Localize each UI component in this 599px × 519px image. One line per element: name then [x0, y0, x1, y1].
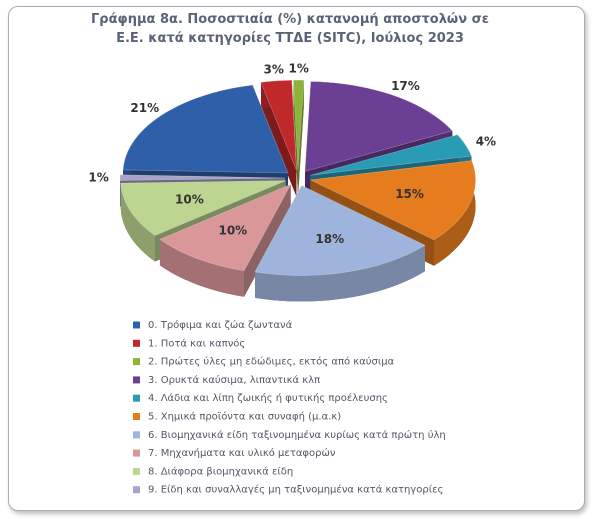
slice	[310, 134, 472, 176]
slice	[260, 79, 297, 171]
legend-label: 2. Πρώτες ύλες μη εδώδιμες, εκτός από κα…	[148, 356, 395, 368]
slice-edge	[298, 80, 304, 197]
legend-swatch	[133, 358, 140, 366]
legend-label: 8. Διάφορα βιομηχανικά είδη	[148, 465, 293, 477]
legend-swatch	[133, 467, 140, 475]
slice-wall	[433, 160, 476, 266]
legend-label: 5. Χημικά προϊόντα και συναφή (μ.α.κ)	[148, 411, 341, 423]
legend-swatch	[133, 394, 140, 402]
data-label: 10%	[175, 192, 204, 206]
slice	[122, 84, 289, 174]
legend-swatch	[133, 413, 140, 420]
data-label: 3%	[264, 62, 284, 76]
legend-swatch	[133, 449, 140, 457]
slice-edge	[260, 82, 297, 197]
slice	[309, 160, 476, 241]
legend-label: 1. Ποτά και καπνός	[148, 337, 245, 349]
legend-label: 4. Λάδια και λίπη ζωικής ή φυτικής προέλ…	[148, 392, 388, 404]
slice-wall	[120, 183, 156, 262]
chart-title: Γράφημα 8α. Ποσοστιαία (%) κατανομή αποσ…	[91, 12, 489, 46]
data-label: 15%	[395, 187, 424, 201]
legend-swatch	[133, 431, 140, 439]
legend-label: 7. Μηχανήματα και υλικό μεταφορών	[148, 447, 336, 459]
data-label: 10%	[218, 223, 247, 237]
slice	[159, 183, 292, 272]
data-label: 21%	[130, 101, 159, 115]
legend-label: 0. Τρόφιμα και ζώα ζωντανά	[148, 319, 293, 331]
legend-label: 3. Ορυκτά καύσιμα, λιπαντικά κλπ	[148, 374, 320, 386]
slice	[254, 185, 426, 276]
slice	[293, 79, 305, 171]
slice	[304, 81, 453, 172]
legend-swatch	[133, 376, 140, 384]
pie	[119, 79, 476, 302]
legend-swatch	[133, 339, 140, 347]
slice-edge	[293, 80, 299, 197]
data-label: 4%	[476, 134, 496, 148]
slice	[119, 174, 286, 181]
legend-swatch	[133, 321, 140, 329]
data-label: 17%	[391, 79, 420, 93]
legend-label: 9. Είδη και συναλλαγές μη ταξινομημένα κ…	[148, 484, 443, 496]
legend-label: 6. Βιομηχανικά είδη ταξινομημένα κυρίως …	[148, 429, 446, 441]
slice-wall	[159, 239, 245, 297]
data-label: 18%	[315, 232, 344, 246]
slice	[120, 180, 286, 236]
slice-wall	[254, 245, 425, 302]
data-label: 1%	[289, 62, 309, 76]
data-label: 1%	[88, 171, 108, 185]
legend-swatch	[133, 486, 140, 494]
